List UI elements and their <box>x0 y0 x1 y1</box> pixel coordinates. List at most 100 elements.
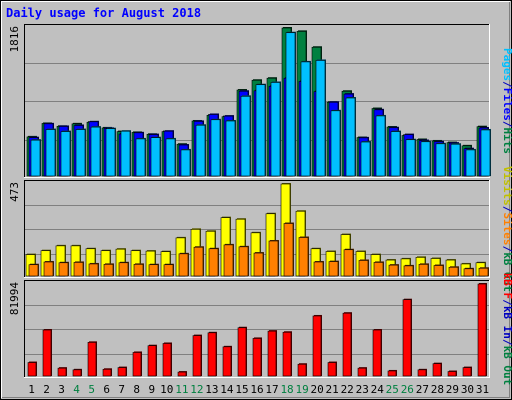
bar-face <box>225 120 236 177</box>
bar-face <box>448 266 459 277</box>
bar-face <box>253 252 264 277</box>
bar-face <box>255 84 266 177</box>
legend-separator: / <box>501 339 512 346</box>
bar-face <box>462 367 472 377</box>
bar <box>135 137 146 177</box>
bar <box>402 298 412 377</box>
series-kb-f <box>27 283 487 377</box>
bar <box>312 314 322 377</box>
bar-face <box>268 240 279 277</box>
bar <box>57 367 67 377</box>
bar <box>283 222 294 277</box>
bar <box>132 351 142 377</box>
bar-face <box>75 129 86 177</box>
bar-face <box>328 261 339 277</box>
bar-face <box>402 299 412 377</box>
bar-face <box>30 139 41 177</box>
bar-face <box>117 367 127 377</box>
bar <box>267 330 277 377</box>
bar <box>433 264 444 277</box>
legend-separator: / <box>501 81 512 88</box>
bar-face <box>103 264 114 277</box>
bar <box>210 118 221 177</box>
bar <box>403 264 414 277</box>
x-tick-label: 7 <box>118 383 125 396</box>
bar-face <box>330 110 341 177</box>
x-tick-label: 8 <box>133 383 140 396</box>
bar-face <box>463 268 474 277</box>
bar-face <box>193 246 204 277</box>
bar <box>282 331 292 377</box>
x-tick-label: 4 <box>73 383 80 396</box>
bar-face <box>357 367 367 377</box>
bar-face <box>418 264 429 277</box>
x-tick-label: 9 <box>148 383 155 396</box>
bar <box>147 344 157 377</box>
bar-face <box>283 223 294 277</box>
bar-face <box>297 363 307 377</box>
bar <box>297 363 307 377</box>
bar-face <box>165 138 176 177</box>
bar <box>360 141 371 177</box>
x-tick-label: 6 <box>103 383 110 396</box>
bar-face <box>90 126 101 177</box>
bar-face <box>105 128 116 177</box>
bar-face <box>252 338 262 377</box>
legend-separator: / <box>501 246 512 253</box>
y-axis-max-label: 1816 <box>8 26 21 53</box>
bar-face <box>102 368 112 377</box>
bar-face <box>177 371 187 377</box>
bar <box>418 263 429 277</box>
bar-face <box>417 369 427 377</box>
bar-face <box>132 352 142 377</box>
x-tick-label: 31 <box>476 383 489 396</box>
x-tick-label: 17 <box>265 383 278 396</box>
bar <box>463 267 474 277</box>
bar-face <box>312 315 322 377</box>
bar-face <box>327 362 337 377</box>
x-tick-label: 20 <box>311 383 324 396</box>
bar <box>238 245 249 277</box>
bar <box>448 266 459 277</box>
bar-face <box>477 283 487 377</box>
chart-title: Daily usage for August 2018 <box>6 6 201 20</box>
bar <box>327 361 337 377</box>
bar-face <box>28 264 39 277</box>
bar-face <box>60 131 71 177</box>
bar-face <box>270 82 281 177</box>
x-tick-label: 28 <box>431 383 444 396</box>
bar <box>73 261 84 277</box>
bar-face <box>148 264 159 277</box>
bar <box>72 368 82 377</box>
bar-face <box>222 346 232 377</box>
bar-face <box>178 253 189 277</box>
x-tick-label: 10 <box>160 383 173 396</box>
bar <box>390 130 401 177</box>
bar <box>222 345 232 377</box>
y-axis-max-label: 473 <box>8 182 21 202</box>
legend-entry: kB Out <box>501 346 512 386</box>
bar <box>120 130 131 177</box>
bar <box>345 97 356 177</box>
bar <box>417 368 427 377</box>
bar <box>58 261 69 277</box>
bar-face <box>465 149 476 177</box>
bar <box>178 252 189 277</box>
bar-face <box>87 342 97 377</box>
bar <box>450 143 461 177</box>
x-tick-label: 3 <box>58 383 65 396</box>
bar-face <box>313 261 324 277</box>
x-tick-label: 12 <box>190 383 203 396</box>
bar <box>375 114 386 177</box>
bar <box>150 136 161 177</box>
bar-face <box>223 244 234 277</box>
bar-face <box>147 345 157 377</box>
bar <box>477 283 487 377</box>
bar <box>60 130 71 177</box>
bar <box>223 243 234 277</box>
bar <box>315 59 326 177</box>
bar <box>387 369 397 377</box>
